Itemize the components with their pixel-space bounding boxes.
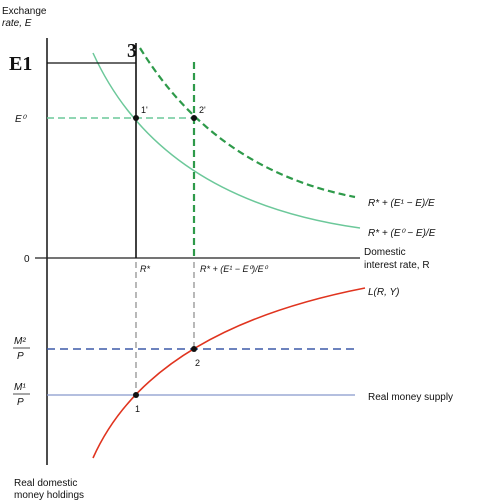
point-1-label: 1 xyxy=(135,404,140,414)
e0-label: E⁰ xyxy=(15,114,28,125)
r-new-label: R* + (E¹ − E⁰)/E⁰ xyxy=(200,264,269,274)
m2-numerator: M² xyxy=(14,336,26,347)
m2-denominator: P xyxy=(17,351,24,362)
money-supply-label: Real money supply xyxy=(368,392,453,403)
money-demand-label: L(R, Y) xyxy=(368,287,400,298)
m1-numerator: M¹ xyxy=(14,382,26,393)
curve-e1-label: R* + (E¹ − E)/E xyxy=(368,198,435,209)
y-axis-label-top-line2: rate, E xyxy=(2,18,32,29)
point-2 xyxy=(191,346,197,352)
point-1 xyxy=(133,392,139,398)
point-3-handwritten-label: 3 xyxy=(127,40,137,62)
r-star-label: R* xyxy=(140,264,150,274)
origin-label: 0 xyxy=(24,254,30,265)
m1-denominator: P xyxy=(17,397,24,408)
y-axis-label-bottom-line2: money holdings xyxy=(14,490,84,501)
expected-return-curve-e1 xyxy=(139,47,356,199)
expected-return-curve-e0 xyxy=(92,52,361,229)
curve-e0-label: R* + (E⁰ − E)/E xyxy=(368,228,436,239)
point-2-label: 2 xyxy=(195,358,200,368)
y-axis-label-bottom-line1: Real domestic xyxy=(14,478,77,489)
y-axis-label-top-line1: Exchange xyxy=(2,6,47,17)
money-demand-curve xyxy=(92,287,366,459)
point-1-prime-label: 1' xyxy=(141,105,148,115)
x-axis-label-line1: Domestic xyxy=(364,247,406,258)
x-axis-label-line2: interest rate, R xyxy=(364,260,430,271)
point-1-prime xyxy=(133,115,139,121)
e1-handwritten-label: E1 xyxy=(9,53,32,75)
point-2-prime xyxy=(191,115,197,121)
point-2-prime-label: 2' xyxy=(199,105,206,115)
